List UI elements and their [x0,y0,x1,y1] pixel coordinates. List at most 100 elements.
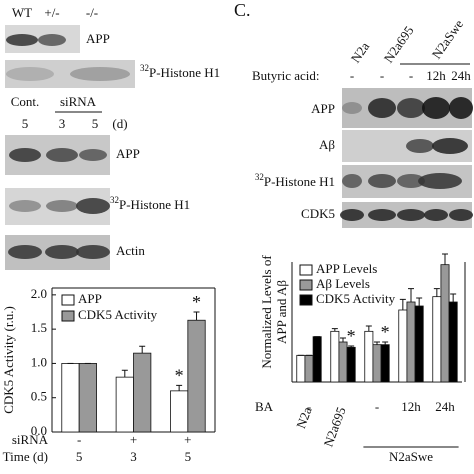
legend-swatch [299,279,313,291]
bar [296,354,306,383]
error-bar [382,341,389,345]
x-row-label: siRNA [12,432,49,447]
error-bar [433,288,440,297]
error-bar [176,384,183,391]
label: +/- [44,5,59,20]
blot-band [46,148,78,162]
y-tick-label: 1.5 [31,320,47,335]
error-bar [365,325,372,332]
blot-band [46,200,78,212]
label: 24h [451,68,471,83]
y-axis-label: CDK5 Activity (r.u.) [1,306,16,414]
blot-label: 32P-Histone H1 [140,63,220,80]
label: Cont. [11,94,40,109]
blot-label: Actin [116,243,145,258]
y-tick-label: 2.0 [31,286,47,301]
bar [330,330,340,383]
error-bar [331,328,338,332]
bar [398,309,408,383]
error-bar [340,337,346,342]
y-tick-label: 0.0 [31,423,47,438]
legend-label: CDK5 Activity [78,307,158,322]
blot-name: APP [86,31,110,46]
label: 5 [22,116,29,131]
label: (d) [112,116,127,131]
x-row-label: Time (d) [3,449,48,464]
y-axis-label: Normalized Levels of [259,255,274,369]
legend-swatch [61,310,75,322]
error-bar [450,293,457,302]
blot-band [79,149,107,161]
blot-name: APP [116,146,140,161]
legend-label: APP Levels [316,261,377,276]
x-row-value: - [375,399,379,414]
bar [115,376,134,433]
label: 5 [92,116,99,131]
error-bar [121,369,128,378]
blot-band [422,97,450,119]
error-bar [416,297,423,306]
blot-name: APP [311,101,335,116]
superscript: 32 [255,172,264,182]
blot-name: CDK5 [301,206,335,221]
label: 12h [426,68,446,83]
bar [187,319,206,433]
x-row-value: - [307,399,311,414]
bar [372,344,382,383]
bar [338,341,348,383]
bar [346,346,356,383]
bar [380,344,390,383]
blot-band [397,98,425,118]
x-row-label: BA [255,399,274,414]
blot-band [406,139,434,153]
blot-name: P-Histone H1 [119,197,190,212]
error-bar [374,341,380,345]
label: - [380,68,384,83]
bar [406,301,416,383]
blot-band [424,209,448,221]
x-tick-label: N2a695 [320,405,348,449]
label: * [192,292,201,312]
blot-label: 32P-Histone H1 [110,195,190,212]
x-row-value: 24h [435,399,455,414]
blot-band [397,174,425,188]
legend-swatch [299,264,313,276]
blot-label: 32P-Histone H1 [255,172,335,189]
label: siRNA [60,94,97,109]
blot-band [6,34,38,46]
y-axis-label: APP and Aβ [274,280,289,344]
blot-band [432,138,468,154]
blot-band [418,173,462,189]
label: N2a [348,39,373,66]
error-bar [442,253,448,265]
blot-band [70,67,130,81]
blot-band [368,174,396,188]
label: - [409,68,413,83]
bar [304,354,314,383]
error-bar [399,298,406,310]
blot-band [342,174,362,188]
x-row-value: 12h [401,399,421,414]
x-row-value: + [184,432,191,447]
bar [364,330,374,383]
error-bar [408,288,414,302]
blot-label: APP [116,146,140,161]
x-row-value: 5 [185,449,192,464]
blot-name: Aβ [319,137,335,152]
bar [312,336,322,383]
label: N2aSwe [429,17,467,62]
bar [414,305,424,383]
blot-label: CDK5 [301,206,335,221]
superscript: 32 [140,63,149,73]
legend-label: APP [78,291,102,306]
legend-label: CDK5 Activity [316,291,396,306]
y-tick-label: 1.0 [31,354,47,369]
error-bar [139,345,146,354]
blot-band [45,245,79,259]
superscript: 32 [110,195,119,205]
label: WT [12,5,32,20]
error-bar [348,345,355,348]
x-row-value: 5 [76,449,83,464]
label: N2a695 [381,23,417,65]
